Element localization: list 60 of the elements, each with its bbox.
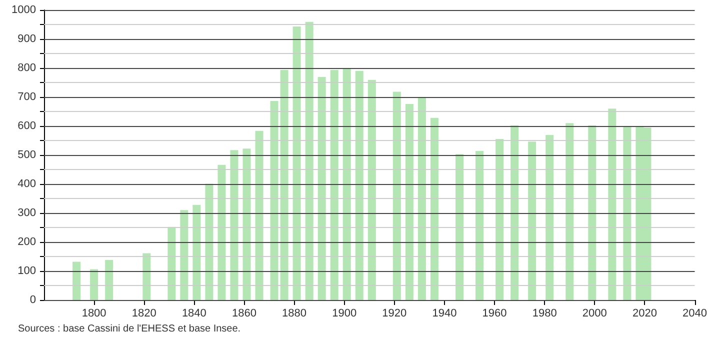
bar xyxy=(280,70,288,300)
x-tick-label: 1880 xyxy=(282,308,307,320)
x-tick-label: 1920 xyxy=(382,308,407,320)
x-tick-label: 2000 xyxy=(582,308,607,320)
y-tick-label: 0 xyxy=(30,294,36,306)
bar xyxy=(330,70,338,300)
bar xyxy=(546,134,554,300)
bar xyxy=(496,139,504,300)
bar xyxy=(255,130,264,300)
y-tick-label: 100 xyxy=(18,265,36,277)
x-tick-label: 1940 xyxy=(432,308,457,320)
x-tick-label: 2020 xyxy=(632,308,657,320)
source-note: Sources : base Cassini de l'EHESS et base Insee. xyxy=(18,324,241,334)
bar xyxy=(476,150,484,300)
bar xyxy=(418,98,426,300)
y-tick-label: 1000 xyxy=(12,4,36,16)
x-tick-label: 1820 xyxy=(132,308,156,320)
x-tick-label: 1980 xyxy=(532,308,557,320)
bar xyxy=(192,204,201,300)
bar xyxy=(355,70,364,300)
bar xyxy=(405,104,414,300)
bar xyxy=(72,262,81,300)
bar xyxy=(270,101,278,300)
y-tick-label: 700 xyxy=(18,91,36,103)
bar xyxy=(455,154,464,300)
y-tick-label: 900 xyxy=(18,33,36,45)
bar xyxy=(230,150,238,300)
bar xyxy=(588,125,596,300)
bar xyxy=(180,210,188,300)
bar xyxy=(90,269,98,300)
x-tick-label: 1960 xyxy=(482,308,507,320)
bar xyxy=(142,253,151,300)
bar xyxy=(368,80,376,300)
x-tick-label: 1840 xyxy=(182,308,206,320)
bar xyxy=(105,260,114,300)
bar xyxy=(305,22,314,300)
bar xyxy=(242,148,251,300)
bar xyxy=(218,164,226,300)
bar xyxy=(510,125,519,300)
bar xyxy=(430,118,438,300)
y-tick-label: 200 xyxy=(18,236,36,248)
y-tick-label: 600 xyxy=(18,120,36,132)
x-tick-label: 1900 xyxy=(332,308,357,320)
x-tick-label: 2040 xyxy=(682,308,708,320)
y-tick-label: 400 xyxy=(18,178,36,190)
bar xyxy=(205,184,214,300)
y-tick-label: 800 xyxy=(18,62,36,74)
bar xyxy=(608,108,616,300)
bar xyxy=(292,26,301,300)
x-tick-label: 1860 xyxy=(232,308,256,320)
bar xyxy=(566,123,574,300)
bar xyxy=(392,92,401,300)
bar xyxy=(623,126,632,300)
bar xyxy=(318,76,326,300)
y-tick-label: 300 xyxy=(18,207,36,219)
x-tick-label: 1800 xyxy=(82,308,106,320)
bar xyxy=(528,142,536,300)
bar xyxy=(168,226,176,300)
bar xyxy=(342,68,351,300)
y-tick-label: 500 xyxy=(18,149,36,161)
